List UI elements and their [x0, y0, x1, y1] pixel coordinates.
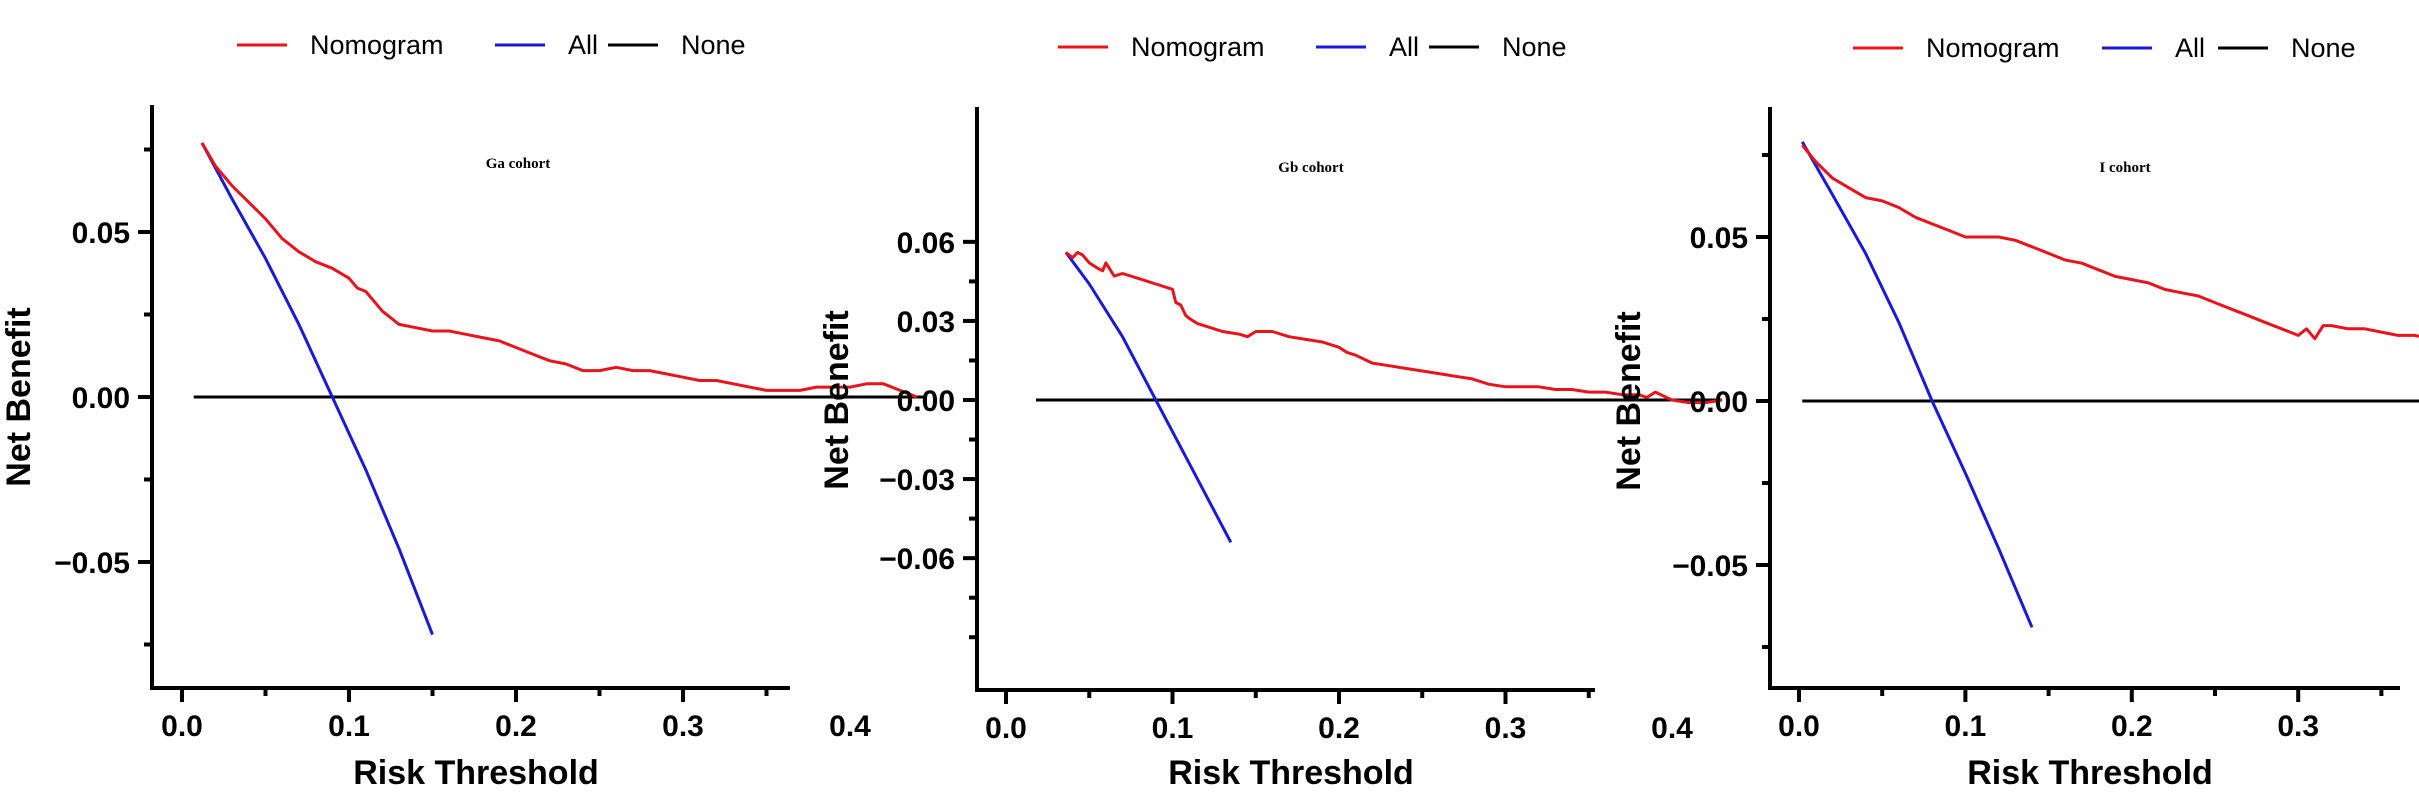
series-line-nomogram [1064, 250, 1723, 405]
y-tick-label: 0.06 [897, 227, 955, 260]
y-axis-title: Net Benefit [0, 307, 38, 486]
x-tick-label: 0.0 [161, 710, 203, 743]
panel-title: Ga cohort [486, 156, 551, 172]
x-tick-label: 0.4 [1651, 712, 1693, 745]
x-tick-label: 0.3 [1485, 712, 1527, 745]
series-line-nomogram [1801, 144, 2419, 341]
legend-label-nomogram: Nomogram [310, 30, 444, 60]
x-tick-label: 0.1 [1152, 712, 1194, 745]
y-tick-label: 0.00 [72, 382, 130, 415]
series-line-all [200, 142, 434, 636]
x-tick-label: 0.1 [1945, 710, 1987, 743]
y-tick-label: −0.05 [1672, 550, 1748, 583]
series-line-all [1064, 251, 1233, 543]
legend-label-none: None [1502, 32, 1567, 62]
x-axis-title: Risk Threshold [1967, 754, 2213, 792]
legend-label-all: All [2175, 33, 2205, 63]
legend-label-none: None [681, 30, 746, 60]
x-axis-title: Risk Threshold [1168, 754, 1414, 792]
x-tick-label: 0.2 [1318, 712, 1360, 745]
legend-label-nomogram: Nomogram [1131, 32, 1265, 62]
y-axis-title: Net Benefit [818, 310, 856, 489]
x-axis-title: Risk Threshold [353, 754, 599, 792]
panel-title: Gb cohort [1278, 160, 1343, 176]
chart-panel-1: −0.05 0.00 0.05 0.0 0.1 0.2 0.3 0.4 Risk Thresho… [0, 30, 926, 792]
x-tick-label: 0.1 [328, 710, 370, 743]
legend-label-all: All [568, 30, 598, 60]
x-tick-label: 0.2 [2111, 710, 2153, 743]
legend-label-none: None [2291, 33, 2356, 63]
y-tick-label: −0.05 [54, 547, 130, 580]
legend-label-nomogram: Nomogram [1926, 33, 2060, 63]
y-tick-label: 0.03 [897, 306, 955, 339]
y-tick-label: 0.05 [1690, 222, 1748, 255]
x-tick-label: 0.0 [985, 712, 1027, 745]
series-line-nomogram [200, 142, 918, 399]
panel-title: I cohort [2099, 160, 2150, 176]
x-tick-label: 0.3 [662, 710, 704, 743]
series-line-all [1800, 141, 2034, 628]
x-tick-label: 0.2 [495, 710, 537, 743]
x-tick-label: 0.0 [1778, 710, 1820, 743]
y-tick-label: 0.00 [1690, 386, 1748, 419]
chart-panel-3: −0.05 0.00 0.05 0.0 0.1 0.2 0.3 0.4 Risk Thresho… [1610, 33, 2419, 792]
chart-panel-2: −0.06 −0.03 0.00 0.03 0.06 0.0 0.1 0.2 0.3 0.4 Ris… [818, 32, 1723, 792]
y-tick-label: −0.06 [879, 543, 955, 576]
y-axis-title: Net Benefit [1610, 311, 1648, 490]
y-tick-label: 0.00 [897, 385, 955, 418]
x-tick-label: 0.3 [2277, 710, 2319, 743]
x-tick-label: 0.4 [829, 710, 871, 743]
y-tick-label: −0.03 [879, 464, 955, 497]
legend-label-all: All [1389, 32, 1419, 62]
y-tick-label: 0.05 [72, 217, 130, 250]
